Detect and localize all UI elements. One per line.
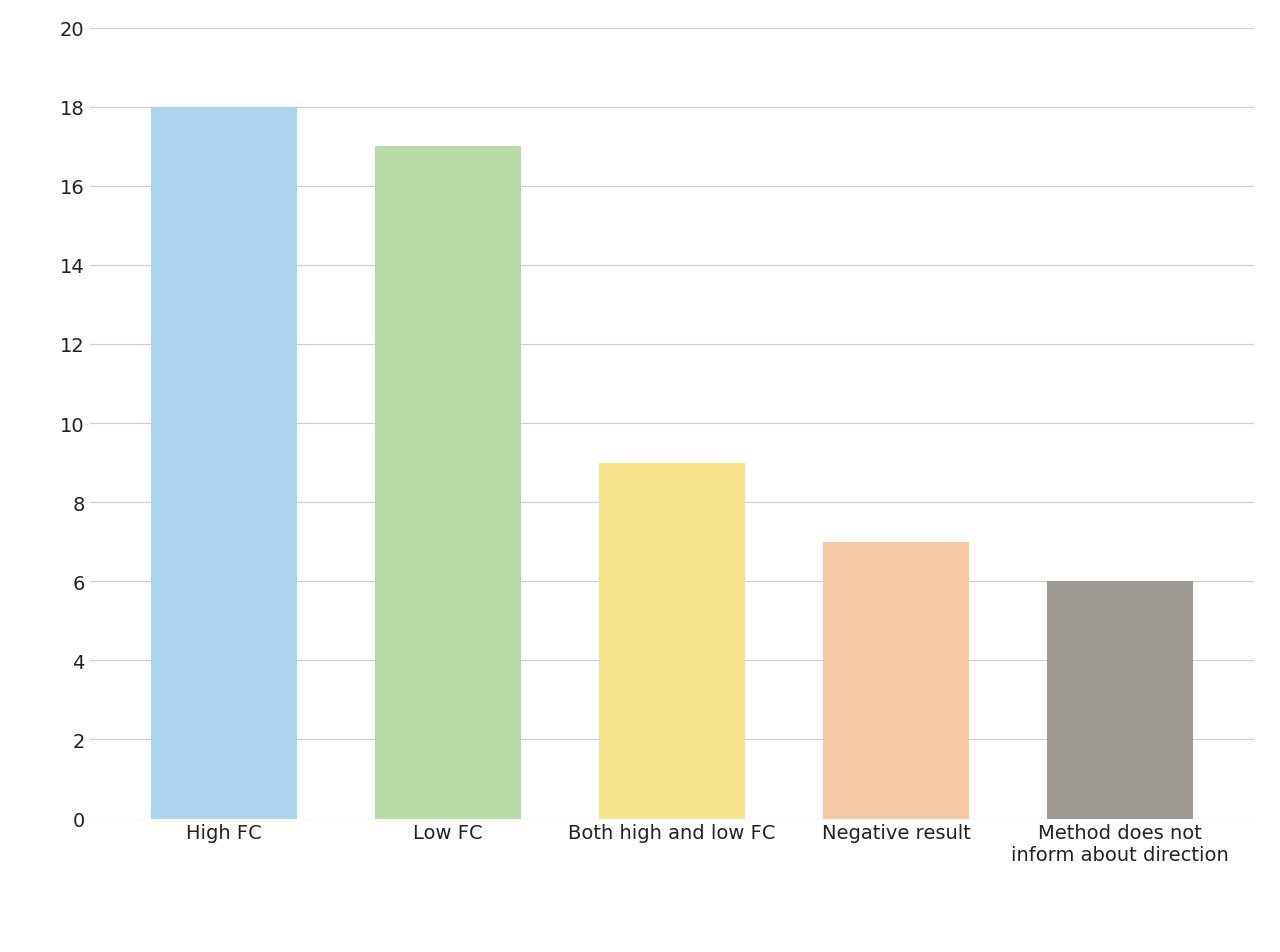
Bar xyxy=(375,148,521,819)
Bar xyxy=(823,543,969,819)
Bar xyxy=(1047,582,1193,819)
Bar xyxy=(599,464,745,819)
Bar xyxy=(151,108,297,819)
